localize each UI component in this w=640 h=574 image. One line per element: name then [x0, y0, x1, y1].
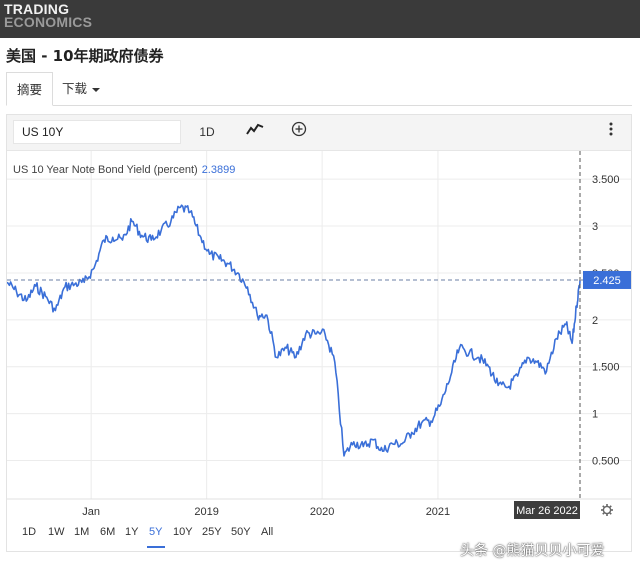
y-tick-label: 0.500 — [592, 456, 620, 468]
tab-download[interactable]: 下载 — [52, 72, 110, 106]
range-button-50y[interactable]: 50Y — [231, 526, 251, 538]
range-button-6m[interactable]: 6M — [100, 526, 116, 538]
range-button-1m[interactable]: 1M — [74, 526, 90, 538]
caret-down-icon — [92, 87, 101, 92]
more-options-button[interactable] — [603, 121, 619, 143]
tab-summary[interactable]: 摘要 — [6, 72, 54, 106]
crosshair-date-label-bg — [514, 501, 580, 519]
x-tick-label: 2019 — [194, 506, 218, 518]
more-vertical-icon — [609, 122, 613, 136]
crosshair-date-label: Mar 26 2022 — [516, 505, 578, 517]
trading-economics-logo[interactable]: TRADING ECONOMICS — [4, 1, 93, 30]
watermark: 头条 @熊猫贝贝小可爱 — [460, 543, 605, 559]
interval-button[interactable]: 1D — [199, 125, 215, 139]
logo-line-2: ECONOMICS — [4, 14, 93, 30]
crosshair-price-label-bg — [583, 270, 631, 289]
logo-line-1: TRADING — [4, 1, 70, 17]
chart-area[interactable]: 3.50032.50021.50010.500Jan2019202020212.… — [7, 151, 631, 551]
y-tick-label: 1.500 — [592, 362, 620, 374]
range-button-10y[interactable]: 10Y — [173, 526, 193, 538]
yield-series-line — [7, 204, 581, 457]
range-button-all[interactable]: All — [261, 526, 274, 538]
x-tick-label: 2021 — [426, 506, 450, 518]
chart-toolbar: 1D — [7, 115, 631, 151]
tab-download-label: 下载 — [62, 81, 88, 96]
yield-chart[interactable]: 3.50032.50021.50010.500Jan2019202020212.… — [7, 151, 631, 551]
y-tick-label: 3.500 — [592, 174, 620, 186]
top-bar: TRADING ECONOMICS — [0, 0, 640, 38]
active-range-underline — [147, 546, 165, 548]
page-title: 美国 - 10年期政府债券 — [6, 47, 164, 65]
range-button-5y[interactable]: 5Y — [149, 526, 163, 538]
tab-summary-label: 摘要 — [17, 82, 43, 97]
range-button-1y[interactable]: 1Y — [125, 526, 139, 538]
y-tick-label: 1 — [592, 409, 598, 421]
range-button-1w[interactable]: 1W — [48, 526, 65, 538]
x-tick-label: Jan — [82, 506, 100, 518]
crosshair-price-label: 2.425 — [593, 275, 621, 287]
chart-legend: US 10 Year Note Bond Yield (percent) 2.38… — [13, 164, 235, 176]
legend-series-name: US 10 Year Note Bond Yield (percent) — [13, 164, 198, 176]
chart-type-button[interactable] — [243, 121, 267, 143]
tab-bar: 摘要 下载 — [6, 72, 632, 106]
line-chart-icon — [246, 123, 264, 135]
add-indicator-button[interactable] — [287, 121, 311, 143]
y-tick-label: 2 — [592, 315, 598, 327]
range-button-1d[interactable]: 1D — [22, 526, 37, 538]
gear-icon[interactable] — [601, 504, 613, 516]
legend-value: 2.3899 — [201, 164, 236, 176]
chart-panel: 1D 3.50032.50021.50010.500Jan20192020202… — [6, 114, 632, 552]
y-tick-label: 3 — [592, 221, 598, 233]
plus-circle-icon — [291, 121, 307, 137]
range-button-25y[interactable]: 25Y — [202, 526, 222, 538]
x-tick-label: 2020 — [310, 506, 334, 518]
symbol-input[interactable] — [13, 120, 181, 144]
